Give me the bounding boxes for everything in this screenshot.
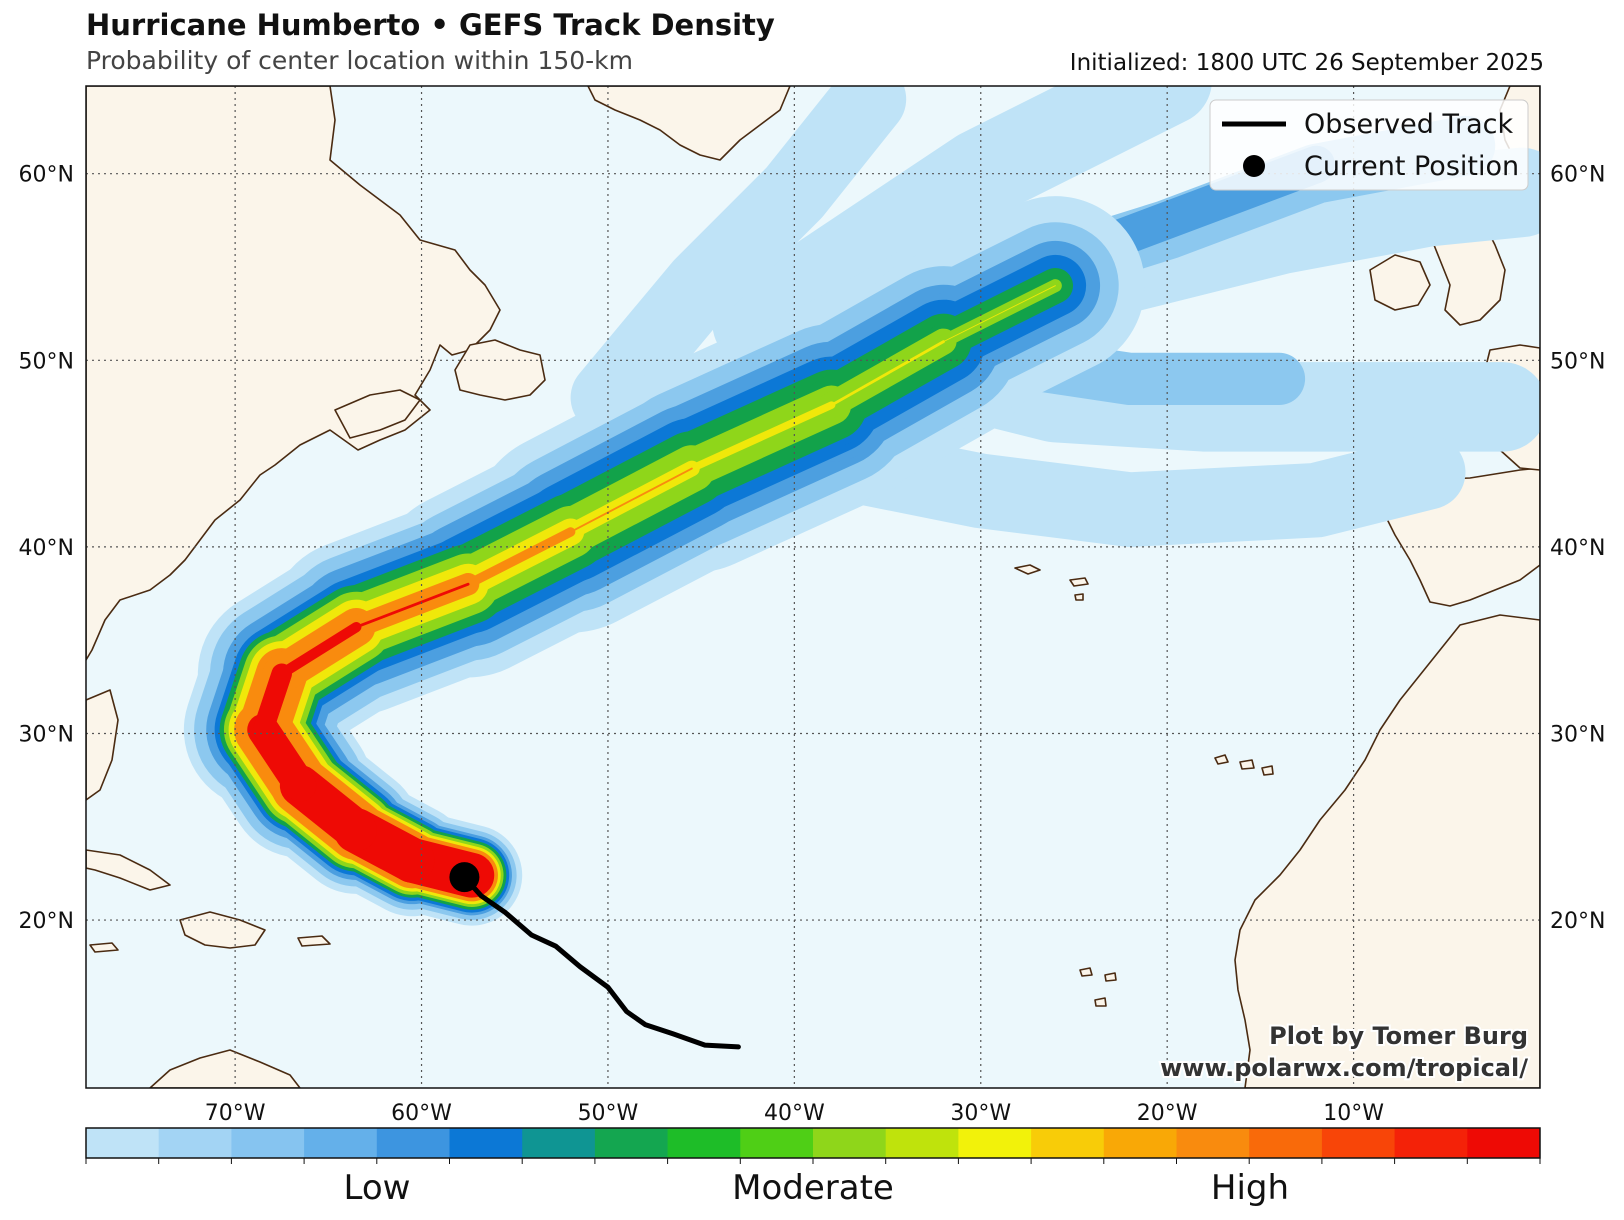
hispaniola-land xyxy=(179,911,266,949)
current-position-legend-swatch xyxy=(1243,155,1265,177)
density-branch-4 xyxy=(570,86,907,435)
colorbar-swatch xyxy=(885,1128,959,1158)
lon-tick-label: 40°W xyxy=(764,1101,825,1126)
colorbar-label-low: Low xyxy=(343,1168,411,1208)
cuba-land xyxy=(86,849,171,891)
observed-track-layer xyxy=(449,862,741,1050)
colorbar-swatch xyxy=(304,1128,378,1158)
lon-tick-label: 50°W xyxy=(578,1101,639,1126)
density-band-6-seg-9 xyxy=(688,401,836,473)
track-density-shading xyxy=(183,86,1540,926)
colorbar-swatch xyxy=(594,1128,669,1158)
density-band-8-seg-4 xyxy=(252,663,292,740)
credit-line-1: Plot by Tomer Burg xyxy=(1269,1022,1528,1050)
map-frame xyxy=(85,85,1541,1089)
colorbar-swatch xyxy=(1249,1128,1323,1158)
lat-tick-label-left: 20°N xyxy=(19,909,74,934)
lon-tick-label: 10°W xyxy=(1323,1101,1384,1126)
graticule xyxy=(86,86,1540,1088)
axis-labels: 70°W 60°W 50°W 40°W 30°W 20°W 10°W 20°N 20°N 30°N… xyxy=(19,163,1606,1126)
uk-ireland-land xyxy=(1369,254,1431,311)
chart-subtitle: Probability of center location within 15… xyxy=(86,46,634,75)
colorbar-swatch xyxy=(376,1128,450,1158)
density-band-8-seg-6 xyxy=(354,582,470,629)
legend-observed-track: Observed Track xyxy=(1304,109,1513,140)
density-band-6-seg-11 xyxy=(943,285,1056,343)
colorbar-swatch xyxy=(231,1128,305,1158)
lon-tick-label: 60°W xyxy=(391,1101,452,1126)
observed-track-line xyxy=(461,874,741,1050)
colorbar-swatch xyxy=(667,1128,741,1158)
density-band-8-seg-5 xyxy=(276,621,362,679)
colorbar-swatch xyxy=(1176,1128,1250,1158)
south-america-land xyxy=(149,1049,301,1088)
lat-tick-label-left: 30°N xyxy=(19,722,74,747)
colorbar-swatch xyxy=(1321,1128,1396,1158)
florida-land xyxy=(86,689,119,801)
lat-tick-label-left: 50°N xyxy=(19,349,74,374)
legend-current-position: Current Position xyxy=(1304,151,1519,182)
colorbar-swatch xyxy=(522,1128,596,1158)
lat-tick-label-left: 40°N xyxy=(19,536,74,561)
colorbar-swatch xyxy=(958,1128,1032,1158)
north-america-land xyxy=(86,86,501,661)
greenland-land xyxy=(587,86,791,161)
colorbar-swatch xyxy=(1467,1128,1541,1158)
density-band-7-seg-7 xyxy=(463,527,576,589)
legend-box: Observed Track Current Position xyxy=(1209,99,1529,191)
colorbar-swatch xyxy=(86,1128,160,1158)
density-band-8-seg-3 xyxy=(247,713,317,802)
current-position-marker xyxy=(449,862,480,893)
density-band-6-seg-10 xyxy=(830,340,945,407)
chart-title: Hurricane Humberto • GEFS Track Density xyxy=(86,8,775,42)
nova-scotia-land xyxy=(334,389,421,439)
puerto-rico-land xyxy=(297,935,331,947)
canary-islands xyxy=(1214,754,1274,776)
colorbar-swatch xyxy=(158,1128,232,1158)
colorbar xyxy=(85,1127,1541,1164)
azores-islands xyxy=(1014,564,1089,601)
land-layer xyxy=(86,86,1540,1088)
lon-tick-label: 20°W xyxy=(1137,1101,1198,1126)
colorbar-swatch xyxy=(1031,1128,1105,1158)
colorbar-label-moderate: Moderate xyxy=(732,1168,894,1208)
jamaica-land xyxy=(89,942,119,953)
density-branch-1 xyxy=(757,416,1466,547)
lat-tick-label-left: 60°N xyxy=(19,163,74,188)
newfoundland-land xyxy=(454,339,546,401)
density-band-7-seg-8 xyxy=(569,467,693,533)
lat-tick-label-right: 30°N xyxy=(1550,722,1605,747)
init-time: Initialized: 1800 UTC 26 September 2025 xyxy=(1069,50,1544,76)
lat-tick-label-right: 50°N xyxy=(1550,349,1605,374)
credit-block: Plot by Tomer Burg www.polarwx.com/tropi… xyxy=(1158,1020,1530,1084)
cape-verde-islands xyxy=(1079,967,1117,1007)
credit-line-2: www.polarwx.com/tropical/ xyxy=(1160,1054,1528,1082)
lon-tick-label: 70°W xyxy=(205,1101,266,1126)
colorbar-label-high: High xyxy=(1210,1168,1290,1208)
colorbar-swatch xyxy=(1394,1128,1468,1158)
lat-tick-label-right: 20°N xyxy=(1550,909,1605,934)
colorbar-swatch xyxy=(813,1128,887,1158)
africa-land xyxy=(1234,614,1540,1088)
lat-tick-label-right: 60°N xyxy=(1550,163,1605,188)
colorbar-swatch xyxy=(449,1128,523,1158)
lon-tick-label: 30°W xyxy=(950,1101,1011,1126)
lat-tick-label-right: 40°N xyxy=(1550,536,1605,561)
colorbar-swatch xyxy=(1103,1128,1177,1158)
colorbar-swatch xyxy=(740,1128,814,1158)
